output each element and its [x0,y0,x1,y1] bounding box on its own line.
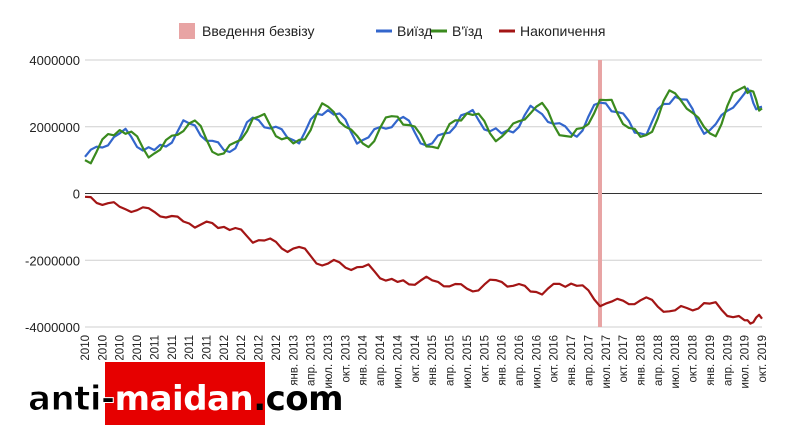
x-tick-label: янв. 2019 [705,335,717,386]
y-tick-label: 0 [73,187,80,202]
series-line-0 [84,87,763,158]
x-tick-label: 2012 [219,335,231,361]
x-tick-label: окт. 2017 [618,335,630,383]
legend-label-marker: Введення безвізу [202,23,315,39]
x-tick-label: 2012 [271,335,283,361]
x-tick-label: 2010 [132,335,144,361]
series-line-1 [84,85,763,165]
x-tick-label: апр. 2019 [722,335,734,386]
legend-label-accumulation: Накопичення [520,23,606,39]
x-tick-label: 2011 [202,335,214,360]
y-tick-label: 2000000 [29,120,80,135]
y-axis: 4000000 2000000 0 -2000000 -4000000 [25,53,80,335]
x-tick-label: июл. 2013 [323,335,335,388]
series-line-2 [84,195,763,325]
x-tick-label: окт. 2016 [549,335,561,383]
watermark-text: anti-maidan.com [28,379,343,419]
x-tick-label: окт. 2013 [340,335,352,383]
x-tick-label: янв. 2018 [635,335,647,386]
x-tick-label: апр. 2015 [445,335,457,386]
x-tick-label: 2012 [254,335,266,361]
x-tick-label: янв. 2016 [497,335,509,386]
legend-label-entry: В'їзд [452,23,482,39]
x-tick-label: апр. 2016 [514,335,526,386]
watermark-red-band [105,362,265,425]
x-tick-label: янв. 2017 [566,335,578,386]
legend-item-accumulation: Накопичення [499,23,606,39]
y-tick-label: 4000000 [29,53,80,68]
x-tick-label: 2010 [97,335,109,361]
x-tick-label: янв. 2013 [288,335,300,386]
x-tick-label: июл. 2015 [462,335,474,388]
x-tick-label: июл. 2016 [531,335,543,388]
x-tick-label: июл. 2019 [740,335,752,388]
series-lines [84,85,763,325]
x-tick-label: апр. 2017 [583,335,595,386]
visa-free-marker [597,60,602,327]
legend-item-exit: Виїзд [376,23,432,39]
watermark-part1: anti- [28,379,115,419]
legend-item-marker: Введення безвізу [179,23,315,39]
x-tick-label: 2010 [80,335,92,361]
x-tick-label: 2012 [236,335,248,361]
watermark-part3: .com [253,379,343,419]
x-tick-label: окт. 2014 [410,334,422,382]
x-tick-label: апр. 2018 [653,335,665,386]
watermark-part2: maidan [115,379,254,419]
x-tick-label: апр. 2014 [375,334,387,386]
marker-band [597,60,602,327]
x-tick-label: 2010 [115,335,127,361]
y-tick-label: -2000000 [25,253,80,268]
grid [85,59,762,328]
legend: Введення безвізу Виїзд В'їзд Накопичення [179,23,606,39]
x-axis: 2010 2010 2010 2010 2011 2011 2011 2011 2012 2012… [80,334,769,388]
y-tick-label: -4000000 [25,320,80,335]
legend-swatch-marker [179,23,195,39]
x-tick-label: июл. 2014 [392,334,404,388]
x-tick-label: 2011 [167,335,179,360]
x-tick-label: янв. 2015 [427,335,439,386]
x-tick-label: окт. 2018 [688,335,700,383]
x-tick-label: окт. 2015 [479,335,491,383]
x-tick-label: июл. 2017 [601,335,613,388]
x-tick-label: июл. 2018 [670,335,682,388]
x-tick-label: 2011 [149,335,161,360]
legend-item-entry: В'їзд [431,23,482,39]
watermark-logo: anti-maidan.com [28,362,344,425]
x-tick-label: янв. 2014 [358,334,370,385]
legend-label-exit: Виїзд [397,23,432,39]
x-tick-label: окт. 2019 [757,335,769,383]
x-tick-label: 2011 [184,335,196,360]
x-tick-label: апр. 2013 [306,335,318,386]
